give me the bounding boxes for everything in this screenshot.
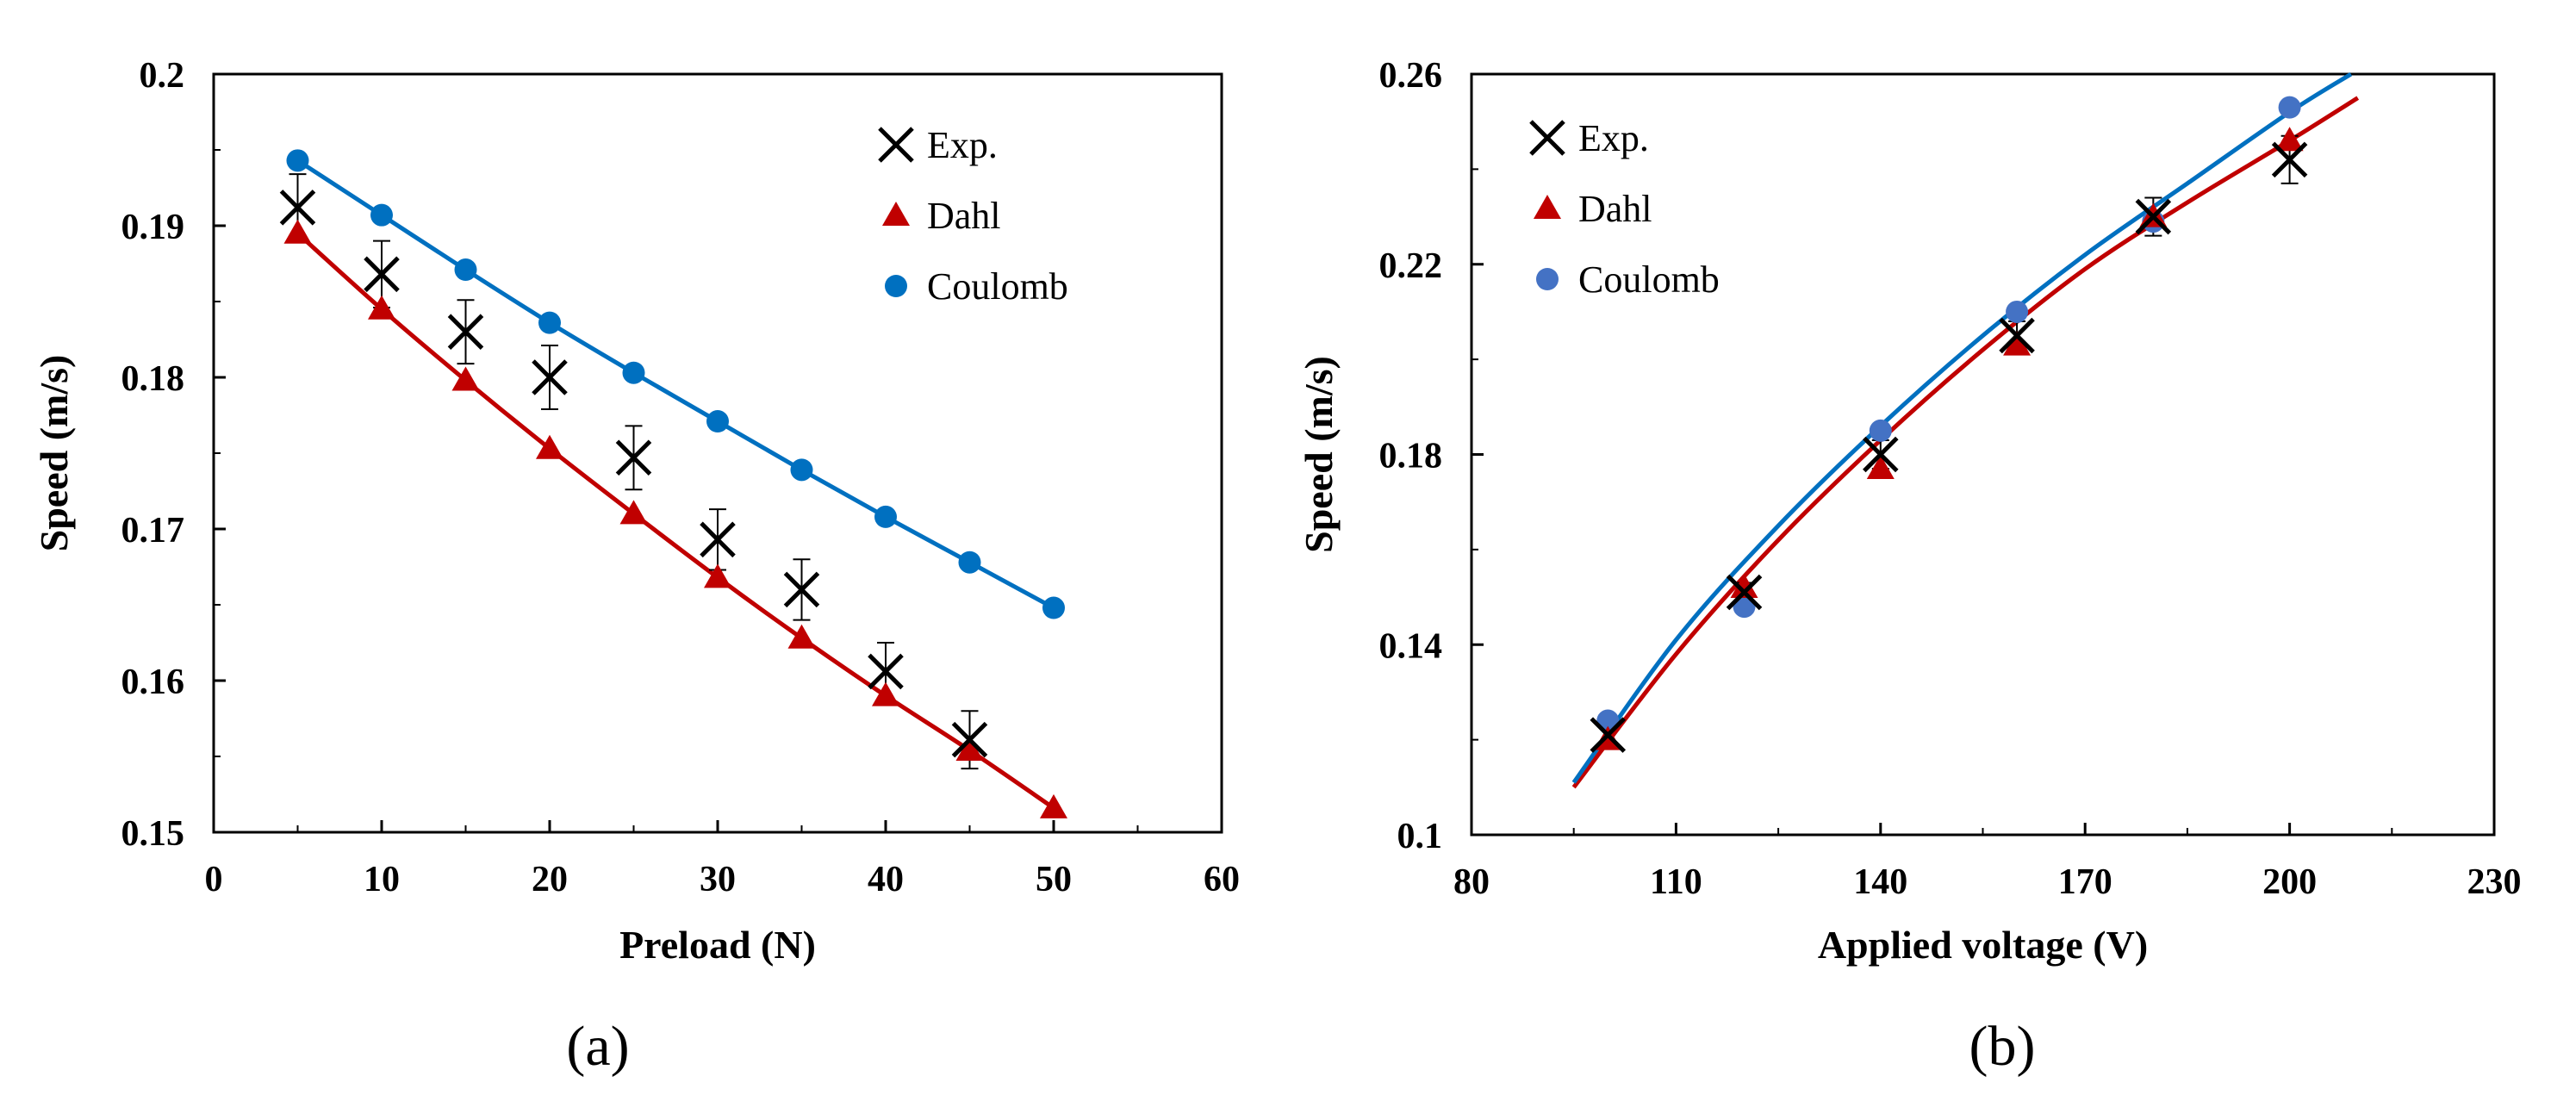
- data-point-exp: [1590, 717, 1627, 753]
- data-point-coulomb: [370, 203, 393, 227]
- y-axis-title: Speed (m/s): [32, 355, 76, 552]
- y-tick-label: 0.15: [121, 814, 185, 854]
- data-point-exp: [532, 359, 568, 395]
- data-point-exp: [364, 256, 400, 293]
- data-point-dahl: [2275, 127, 2304, 152]
- data-point-exp: [1999, 317, 2035, 354]
- plot-frame: [212, 72, 1223, 834]
- fit-curve-coulomb: [1571, 72, 2353, 784]
- data-point-dahl: [704, 563, 731, 588]
- data-point-coulomb: [958, 551, 981, 574]
- data-point-dahl: [1730, 574, 1758, 599]
- x-axis-title: Applied voltage (V): [1818, 923, 2148, 967]
- data-point-coulomb: [538, 311, 561, 334]
- x-tick-label: 230: [2467, 862, 2522, 902]
- data-point-exp: [2135, 198, 2172, 235]
- x-tick-label: 40: [868, 860, 904, 899]
- legend: Exp. Dahl Coulomb: [1529, 117, 1720, 301]
- y-axis-title: Speed (m/s): [1297, 356, 1341, 553]
- fit-line-dahl: [296, 231, 1055, 810]
- legend-label-dahl: Dahl: [927, 195, 1001, 237]
- data-point-dahl: [955, 736, 984, 761]
- data-point-dahl: [368, 295, 395, 320]
- data-point-coulomb: [2278, 96, 2301, 119]
- data-point-dahl: [536, 434, 563, 459]
- y-tick-label: 0.18: [121, 359, 185, 399]
- fit-curve-dahl: [1571, 96, 2360, 789]
- data-point-exp: [279, 190, 316, 226]
- x-tick-label: 20: [532, 860, 568, 899]
- data-point-exp: [700, 521, 736, 558]
- legend-marker-exp: [878, 127, 914, 163]
- data-point-coulomb: [1869, 419, 1892, 442]
- x-tick-label: 50: [1036, 860, 1072, 899]
- y-tick-label: 0.14: [1379, 626, 1443, 666]
- data-point-dahl: [872, 681, 899, 706]
- data-point-coulomb: [622, 361, 645, 384]
- legend-marker-dahl: [882, 202, 910, 226]
- legend-label-coulomb: Coulomb: [927, 265, 1068, 308]
- data-point-exp: [1863, 436, 1899, 473]
- x-tick-label: 140: [1853, 862, 1907, 902]
- y-tick-label: 0.22: [1379, 246, 1443, 286]
- y-tick-label: 0.18: [1379, 437, 1443, 476]
- legend: Exp. Dahl Coulomb: [878, 124, 1068, 308]
- legend-marker-coulomb: [1536, 268, 1559, 290]
- data-point-dahl: [283, 219, 312, 244]
- x-tick-label: 30: [700, 860, 736, 899]
- y-tick-label: 0.1: [1397, 817, 1443, 856]
- data-point-coulomb: [706, 410, 729, 433]
- y-tick-label: 0.17: [121, 511, 185, 551]
- data-point-exp: [1726, 574, 1763, 611]
- data-point-dahl: [451, 366, 480, 391]
- x-tick-label: 10: [364, 860, 400, 899]
- data-point-coulomb: [874, 505, 897, 528]
- legend-label-exp: Exp.: [927, 124, 998, 166]
- legend-marker-coulomb: [885, 275, 907, 297]
- x-tick-label: 110: [1650, 862, 1702, 902]
- x-tick-label: 170: [2058, 862, 2112, 902]
- legend-marker-exp: [1529, 120, 1565, 156]
- y-tick-label: 0.16: [121, 663, 185, 702]
- data-point-dahl: [619, 500, 648, 525]
- data-point-dahl: [2003, 331, 2032, 356]
- chart-panel-a: 0 10 20 30 40 50 60 0.15 0.16 0.17 0.18 0.19 0.2 Prel…: [32, 56, 1240, 1078]
- x-tick-label: 60: [1204, 860, 1240, 899]
- x-axis-title: Preload (N): [619, 923, 816, 967]
- y-tick-label: 0.19: [121, 208, 185, 247]
- legend-marker-dahl: [1534, 195, 1561, 219]
- y-tick-label: 0.2: [140, 56, 185, 96]
- data-point-coulomb: [286, 149, 309, 172]
- data-point-coulomb: [790, 458, 813, 482]
- data-point-coulomb: [1733, 595, 1756, 619]
- fit-line-coulomb: [296, 159, 1055, 610]
- data-point-coulomb: [2006, 300, 2029, 323]
- data-point-coulomb: [1596, 709, 1620, 732]
- chart-panel-b: 80 110 140 170 200 230 0.1 0.14 0.18 0.22 0.26 Appl…: [1297, 56, 2522, 1078]
- data-point-exp: [868, 653, 904, 690]
- data-point-dahl: [1866, 455, 1895, 480]
- x-tick-label: 200: [2262, 862, 2317, 902]
- data-point-coulomb: [1042, 596, 1065, 619]
- data-point-exp: [783, 571, 820, 608]
- x-tick-label: 0: [205, 860, 223, 899]
- data-point-exp: [951, 721, 988, 758]
- data-point-exp: [2271, 141, 2308, 178]
- legend-label-coulomb: Coulomb: [1578, 258, 1720, 301]
- data-point-coulomb: [454, 258, 477, 282]
- data-point-dahl: [1040, 793, 1067, 818]
- panel-label: (a): [566, 1015, 629, 1078]
- y-tick-label: 0.26: [1379, 56, 1443, 96]
- legend-label-exp: Exp.: [1578, 117, 1649, 159]
- data-point-dahl: [787, 624, 816, 649]
- legend-label-dahl: Dahl: [1578, 188, 1652, 230]
- x-tick-label: 80: [1453, 862, 1490, 902]
- data-point-exp: [447, 314, 484, 350]
- panel-label: (b): [1969, 1015, 2036, 1078]
- data-point-exp: [615, 439, 652, 476]
